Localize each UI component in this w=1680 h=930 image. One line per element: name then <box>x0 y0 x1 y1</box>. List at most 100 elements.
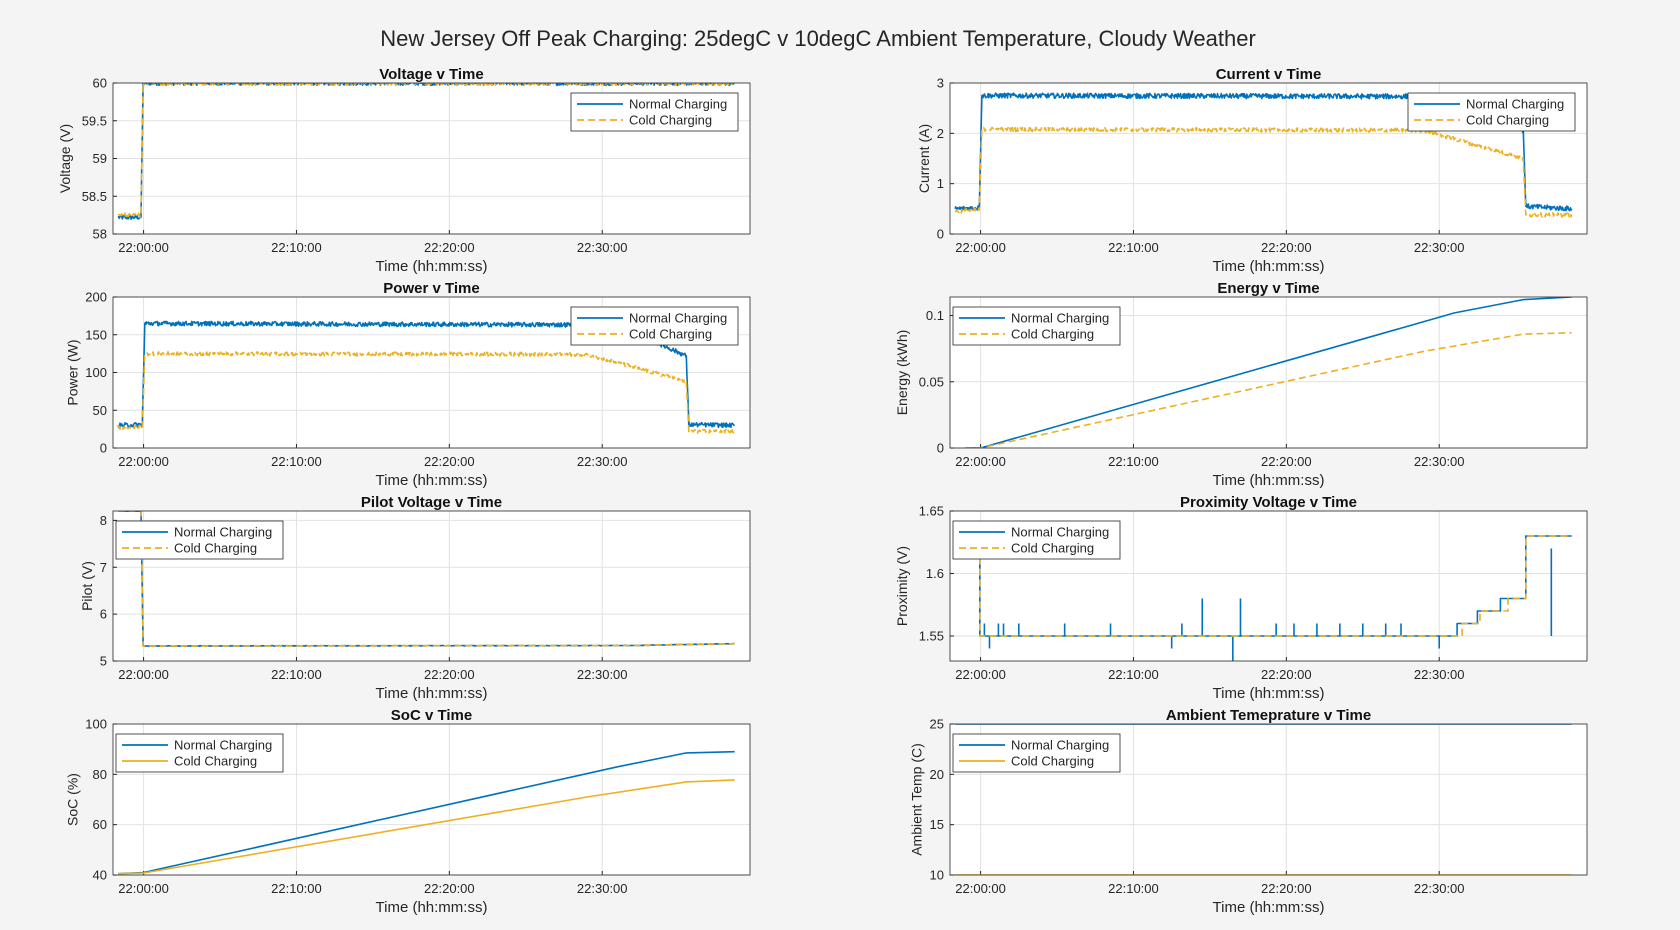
y-tick-label: 2 <box>937 126 944 141</box>
y-axis-label: Energy (kWh) <box>894 330 910 416</box>
axes-frame <box>949 296 1588 449</box>
legend-box <box>952 306 1121 346</box>
y-tick-label: 59 <box>93 151 107 166</box>
y-axis-label: Ambient Temp (C) <box>909 743 925 856</box>
x-axis-label: Time (hh:mm:ss) <box>376 472 488 489</box>
legend-label: Cold Charging <box>1011 541 1094 556</box>
x-tick-label: 22:10:00 <box>271 240 322 255</box>
x-tick-label: 22:20:00 <box>424 240 475 255</box>
y-tick-label: 58 <box>93 227 107 242</box>
y-tick-label: 150 <box>85 327 107 342</box>
subplot-title: Voltage v Time <box>379 66 483 83</box>
legend-box <box>115 520 284 560</box>
y-axis-label: Voltage (V) <box>57 124 73 193</box>
series-line-cold <box>979 535 1572 637</box>
y-tick-label: 50 <box>93 403 107 418</box>
x-tick-label: 22:20:00 <box>1261 667 1312 682</box>
y-tick-label: 0.1 <box>926 308 944 323</box>
subplot-current: 22:00:00 22:10:00 22:20:00 22:30:00 0 1 2 3 Curr… <box>916 66 1588 275</box>
y-tick-label: 15 <box>930 817 944 832</box>
x-tick-label: 22:00:00 <box>955 881 1006 896</box>
series-group <box>118 750 735 875</box>
legend-label: Normal Charging <box>629 97 727 112</box>
y-tick-label: 100 <box>85 365 107 380</box>
axes-frame <box>112 510 751 662</box>
y-tick-label: 59.5 <box>82 113 107 128</box>
x-axis-label: Time (hh:mm:ss) <box>376 258 488 275</box>
subplot-title: Energy v Time <box>1217 280 1319 297</box>
legend-label: Normal Charging <box>174 738 272 753</box>
y-tick-label: 0 <box>937 227 944 242</box>
x-tick-label: 22:30:00 <box>577 667 628 682</box>
x-axis-label: Time (hh:mm:ss) <box>1213 899 1325 916</box>
y-tick-label: 6 <box>100 607 107 622</box>
x-tick-label: 22:30:00 <box>1414 240 1465 255</box>
subplot-title: Pilot Voltage v Time <box>361 494 502 511</box>
x-tick-label: 22:00:00 <box>118 881 169 896</box>
subplot-title: Ambient Temeprature v Time <box>1166 707 1371 724</box>
y-tick-label: 60 <box>93 76 107 91</box>
subplot-proximity: 22:00:00 22:10:00 22:20:00 22:30:00 1.55 1.6 1… <box>894 494 1588 702</box>
x-axis-label: Time (hh:mm:ss) <box>1213 472 1325 489</box>
legend-label: Normal Charging <box>1466 97 1564 112</box>
legend-label: Cold Charging <box>174 541 257 556</box>
x-axis-label: Time (hh:mm:ss) <box>1213 685 1325 702</box>
y-axis-label: SoC (%) <box>64 773 80 826</box>
legend-box <box>952 520 1121 560</box>
legend-label: Cold Charging <box>629 327 712 342</box>
x-tick-label: 22:00:00 <box>118 454 169 469</box>
y-tick-label: 40 <box>93 868 107 883</box>
subplot-title: Proximity Voltage v Time <box>1180 494 1357 511</box>
x-tick-label: 22:00:00 <box>118 667 169 682</box>
y-tick-label: 80 <box>93 767 107 782</box>
x-tick-label: 22:20:00 <box>1261 240 1312 255</box>
subplot-soc: 22:00:00 22:10:00 22:20:00 22:30:00 40 60 80 10… <box>64 707 751 916</box>
x-tick-label: 22:30:00 <box>1414 881 1465 896</box>
x-tick-label: 22:10:00 <box>271 454 322 469</box>
legend-label: Normal Charging <box>629 311 727 326</box>
figure-title: New Jersey Off Peak Charging: 25degC v 1… <box>380 26 1256 51</box>
x-tick-label: 22:30:00 <box>577 240 628 255</box>
x-tick-label: 22:30:00 <box>1414 667 1465 682</box>
y-tick-label: 20 <box>930 767 944 782</box>
x-tick-label: 22:00:00 <box>955 454 1006 469</box>
y-tick-label: 1.6 <box>926 566 944 581</box>
y-tick-label: 0 <box>937 441 944 456</box>
series-group <box>117 511 735 647</box>
y-tick-label: 0.05 <box>919 374 944 389</box>
series-line-cold <box>117 511 735 647</box>
axes-frame <box>112 296 751 449</box>
y-tick-label: 1.65 <box>919 504 944 519</box>
series-line-cold <box>118 779 735 875</box>
y-tick-label: 8 <box>100 513 107 528</box>
x-axis-label: Time (hh:mm:ss) <box>1213 258 1325 275</box>
subplot-title: SoC v Time <box>391 707 472 724</box>
x-tick-label: 22:10:00 <box>1108 881 1159 896</box>
legend-label: Normal Charging <box>1011 311 1109 326</box>
y-tick-label: 5 <box>100 654 107 669</box>
legend-label: Cold Charging <box>174 754 257 769</box>
y-tick-label: 10 <box>930 868 944 883</box>
x-tick-label: 22:20:00 <box>424 667 475 682</box>
x-tick-label: 22:10:00 <box>1108 240 1159 255</box>
series-line-cold <box>954 126 1573 218</box>
x-tick-label: 22:00:00 <box>955 667 1006 682</box>
x-tick-label: 22:20:00 <box>1261 454 1312 469</box>
legend-box <box>952 733 1121 773</box>
subplot-voltage: 22:00:00 22:10:00 22:20:00 22:30:00 58 58.5 59… <box>57 66 751 275</box>
x-tick-label: 22:30:00 <box>577 881 628 896</box>
y-axis-label: Current (A) <box>916 124 932 193</box>
y-axis-label: Power (W) <box>64 339 80 405</box>
x-tick-label: 22:10:00 <box>1108 454 1159 469</box>
series-line-normal <box>965 297 1572 448</box>
legend-label: Cold Charging <box>629 113 712 128</box>
y-tick-label: 1.55 <box>919 629 944 644</box>
